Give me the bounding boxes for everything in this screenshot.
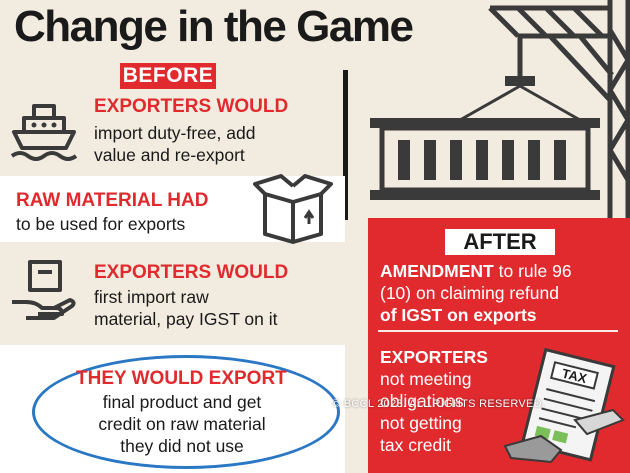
- page-title: Change in the Game: [14, 2, 414, 51]
- before-badge: BEFORE: [120, 63, 216, 89]
- before-item-2-body: to be used for exports: [16, 214, 186, 234]
- before-item-3-body: first import raw material, pay IGST on i…: [94, 287, 278, 329]
- after-item-2: EXPORTERS not meeting obligations not ge…: [380, 347, 488, 455]
- after-separator: [378, 330, 618, 332]
- tax-form-icon: TAX: [503, 347, 625, 464]
- after-badge: AFTER: [445, 229, 555, 255]
- hand-package-icon: [12, 260, 76, 320]
- box-icon: [253, 174, 333, 244]
- ship-icon: [10, 104, 78, 161]
- before-item-2-heading: RAW MATERIAL HAD: [16, 190, 209, 211]
- before-item-1-body: import duty-free, add value and re-expor…: [94, 123, 256, 165]
- crane-icon: [459, 0, 630, 220]
- before-item-4-body: final product and get credit on raw mate…: [98, 392, 266, 456]
- container-icon: [370, 118, 600, 200]
- highlight-ellipse: [32, 355, 340, 469]
- before-item-3-heading: EXPORTERS WOULD: [94, 262, 289, 283]
- copyright-watermark: © BCCL 2023. ALL RIGHTS RESERVED.: [332, 398, 546, 410]
- before-item-1-heading: EXPORTERS WOULD: [94, 96, 289, 117]
- vertical-divider: [343, 70, 348, 220]
- after-item-1: AMENDMENT to rule 96 (10) on claiming re…: [380, 261, 572, 325]
- tax-label: TAX: [560, 366, 588, 387]
- before-item-2-row: [0, 176, 345, 242]
- before-item-4-heading: THEY WOULD EXPORT: [76, 368, 287, 389]
